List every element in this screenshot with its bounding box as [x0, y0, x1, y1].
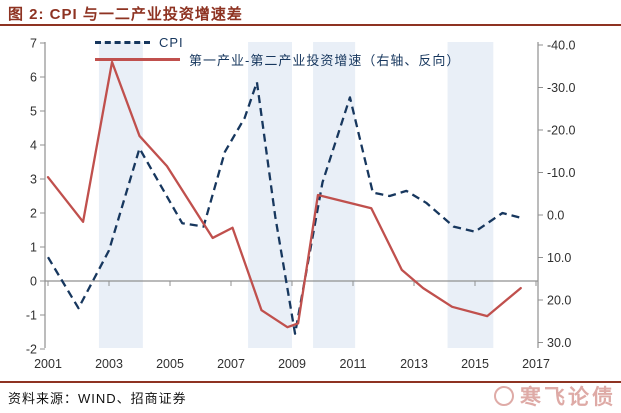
diff-solid-line-icon [95, 58, 180, 61]
left-axis-tick-label: 5 [30, 105, 37, 119]
right-axis-tick-label: 20.0 [547, 294, 571, 308]
left-axis-tick-label: 4 [30, 139, 37, 153]
source-note: 资料来源：WIND、招商证券 [8, 391, 187, 406]
x-axis-tick-label: 2017 [522, 357, 550, 371]
title-underline [0, 24, 621, 26]
legend-label-cpi: CPI [159, 35, 184, 50]
left-axis-tick-label: 1 [30, 241, 37, 255]
legend-row-cpi: CPI [95, 34, 460, 51]
left-axis-tick-label: -2 [26, 343, 37, 357]
x-axis-tick-label: 2003 [95, 357, 123, 371]
left-axis-tick-label: 6 [30, 71, 37, 85]
left-axis-tick-label: 3 [30, 173, 37, 187]
left-axis-tick-label: 7 [30, 37, 37, 51]
left-axis-tick-label: 2 [30, 207, 37, 221]
shaded-band [248, 42, 292, 348]
left-axis-tick-label: -1 [26, 309, 37, 323]
figure-title: 图 2: CPI 与一二产业投资增速差 [8, 6, 243, 23]
x-axis-tick-label: 2009 [278, 357, 306, 371]
x-axis-tick-label: 2007 [217, 357, 245, 371]
x-axis-tick-label: 2005 [156, 357, 184, 371]
left-axis-tick-label: 0 [30, 275, 37, 289]
chart-plot: 7 6 5 4 3 2 1 0 -1 -2 -40.0 -30.0 -20.0 -10.0 0.0 10.0 2… [26, 37, 576, 372]
watermark-logo-icon [494, 386, 514, 406]
right-axis-tick-label: -10.0 [547, 166, 576, 180]
chart-legend: CPI 第一产业-第二产业投资增速（右轴、反向） [95, 34, 460, 68]
right-axis-tick-label: 0.0 [547, 209, 564, 223]
watermark-text: 寒飞论债 [520, 386, 616, 409]
diff-series-line [46, 60, 522, 329]
cpi-series-line [47, 80, 523, 335]
cpi-dashed-line-icon [95, 41, 150, 44]
right-axis-tick-label: 10.0 [547, 251, 571, 265]
legend-row-diff: 第一产业-第二产业投资增速（右轴、反向） [95, 51, 460, 68]
x-axis-tick-label: 2013 [400, 357, 428, 371]
watermark: 寒飞论债 [494, 381, 616, 411]
right-axis-tick-label: -30.0 [547, 81, 576, 95]
x-axis-tick-label: 2015 [461, 357, 489, 371]
right-axis-tick-label: -40.0 [547, 39, 576, 53]
right-axis-tick-label: 30.0 [547, 336, 571, 350]
right-axis-tick-label: -20.0 [547, 124, 576, 138]
footer-rule [0, 381, 621, 383]
x-axis-tick-label: 2001 [34, 357, 62, 371]
legend-label-diff: 第一产业-第二产业投资增速（右轴、反向） [189, 53, 461, 68]
shaded-band [447, 42, 494, 348]
x-axis-tick-label: 2011 [340, 357, 367, 371]
